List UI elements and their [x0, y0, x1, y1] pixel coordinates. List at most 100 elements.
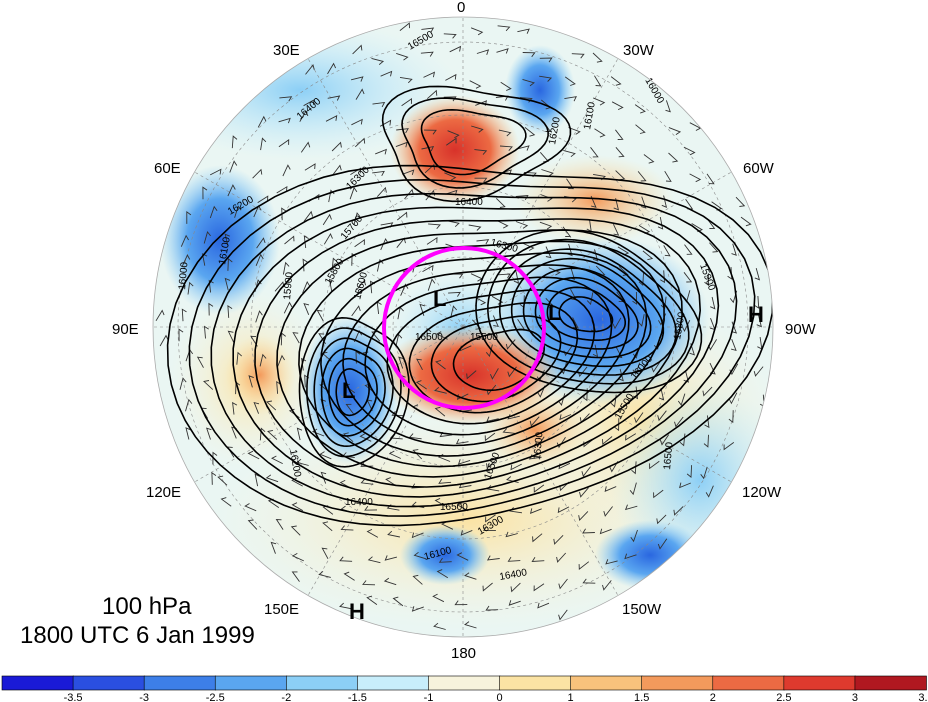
wind-barb [422, 264, 434, 272]
wind-barb [568, 127, 581, 135]
wind-barb [411, 532, 424, 539]
wind-barb [208, 302, 214, 316]
wind-barb [354, 137, 366, 148]
wind-barb [271, 455, 283, 465]
wind-barb [710, 296, 716, 310]
wind-barb [556, 436, 566, 449]
wind-barb [322, 213, 332, 226]
wind-barb [535, 436, 545, 448]
wind-barb [217, 475, 228, 486]
wind-barb [603, 506, 613, 517]
wind-barb [351, 118, 363, 126]
wind-barb [443, 96, 457, 102]
colorbar-swatch [1, 675, 74, 691]
wind-barb [303, 99, 315, 107]
wind-barb [564, 76, 576, 86]
wind-barb [660, 270, 666, 284]
height-contour [510, 257, 665, 368]
wind-barb [657, 538, 668, 550]
wind-barb [276, 185, 288, 194]
wind-barb [400, 283, 409, 296]
wind-barb [311, 428, 325, 437]
wind-barbs [155, 22, 765, 630]
wind-barb [187, 281, 194, 295]
wind-barb [624, 553, 637, 560]
wind-barb [354, 239, 365, 248]
wind-barb [657, 410, 667, 422]
wind-barb [384, 555, 398, 561]
contour-label: 16200 [547, 116, 563, 146]
height-contour [335, 368, 370, 417]
wind-barb [731, 243, 737, 256]
wind-barb [413, 551, 427, 560]
wind-barb [594, 128, 606, 138]
lon-label-0: 0 [457, 0, 465, 16]
wind-barb [181, 254, 191, 267]
wind-barb [668, 152, 679, 163]
wind-barb [537, 385, 546, 398]
wind-barb [728, 392, 738, 405]
wind-barb [642, 250, 654, 261]
wind-barb [383, 577, 397, 586]
wind-barb [510, 582, 521, 593]
wind-barb [291, 477, 303, 487]
colorbar-swatch [641, 675, 714, 691]
wind-barb [517, 28, 530, 34]
wind-barb [515, 194, 529, 201]
wind-barb [257, 195, 269, 203]
wind-barb [702, 386, 713, 397]
colorbar-swatch [143, 675, 217, 691]
wind-barb [339, 556, 353, 562]
wind-barb [673, 506, 684, 516]
colorbar-tick-label: 1.5 [634, 692, 649, 702]
wind-barb [352, 44, 363, 55]
wind-barb [260, 137, 267, 151]
wind-barb [387, 530, 400, 538]
wind-barb [604, 486, 617, 492]
wind-barb [486, 416, 499, 422]
wind-barb [466, 370, 477, 380]
wind-barb [615, 147, 625, 158]
temperature-anomaly-shading [153, 17, 773, 637]
wind-barb [255, 253, 264, 266]
height-contour [499, 248, 677, 376]
wind-barb [319, 451, 332, 460]
wind-barb [450, 305, 458, 319]
wind-barb [689, 343, 695, 356]
height-contour [430, 315, 562, 403]
wind-barb [653, 489, 664, 499]
wind-barb [434, 406, 446, 417]
wind-barb [415, 380, 427, 390]
contour-label: 16300 [532, 431, 545, 460]
wind-barb [351, 252, 357, 266]
contour-label: 16400 [455, 197, 483, 208]
wind-barb [533, 583, 545, 592]
wind-barb [539, 75, 553, 82]
wind-barb [582, 578, 596, 584]
wind-barb [605, 559, 618, 565]
wind-barb [657, 217, 664, 230]
wind-barb [683, 370, 690, 383]
wind-barb [427, 89, 438, 100]
wind-barb [353, 212, 361, 225]
wind-barb [420, 51, 434, 57]
wind-barb [426, 327, 432, 341]
wind-barb [635, 124, 646, 134]
wind-barb [155, 309, 165, 322]
wind-barb [637, 171, 647, 182]
wind-barb [401, 98, 412, 107]
colorbar-tick-label: 3 [852, 692, 858, 702]
wind-barb [602, 436, 613, 446]
wind-barb [507, 366, 517, 378]
wind-barb [579, 487, 589, 498]
wind-barb [316, 309, 324, 322]
wind-barb [665, 100, 671, 113]
wind-barb [277, 354, 285, 368]
wind-barb [402, 169, 415, 176]
wind-barb [252, 168, 263, 179]
colorbar-swatch [712, 675, 785, 691]
wind-barb [502, 428, 516, 434]
wind-barb [651, 361, 661, 373]
wind-barb [515, 221, 529, 229]
